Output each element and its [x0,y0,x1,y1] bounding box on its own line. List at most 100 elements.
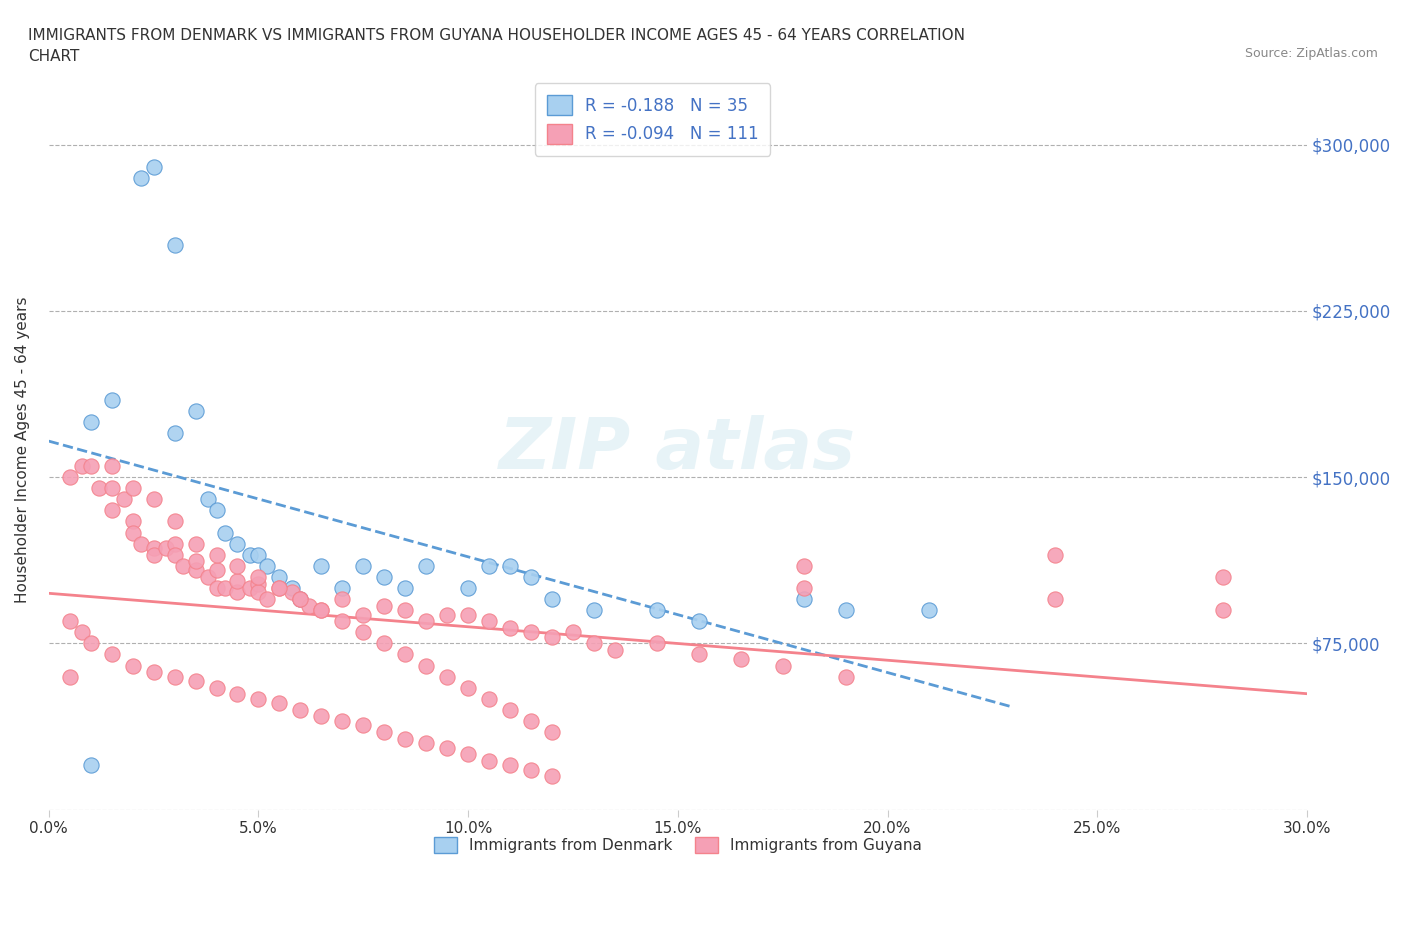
Point [562,625,585,640]
Point [80,458,103,473]
Point [142,160,165,175]
Point [269,580,291,595]
Point [1045,591,1067,606]
Point [184,563,207,578]
Point [352,607,374,622]
Point [247,547,270,562]
Point [436,740,458,755]
Point [214,580,236,595]
Point [226,687,249,702]
Point [311,603,333,618]
Point [373,598,395,613]
Point [112,492,135,507]
Point [499,558,522,573]
Point [214,525,236,540]
Legend: Immigrants from Denmark, Immigrants from Guyana: Immigrants from Denmark, Immigrants from… [427,831,928,859]
Point [415,558,437,573]
Point [269,569,291,584]
Point [311,603,333,618]
Point [499,620,522,635]
Point [163,425,186,440]
Point [121,525,143,540]
Y-axis label: Householder Income Ages 45 - 64 years: Householder Income Ages 45 - 64 years [15,297,30,603]
Point [352,558,374,573]
Point [205,503,228,518]
Point [269,580,291,595]
Point [290,591,312,606]
Point [247,569,270,584]
Point [197,569,219,584]
Point [256,591,278,606]
Point [281,585,304,600]
Point [100,647,122,662]
Point [311,558,333,573]
Point [1212,603,1234,618]
Point [205,680,228,695]
Point [155,540,177,555]
Point [121,514,143,529]
Point [226,574,249,589]
Point [100,458,122,473]
Point [730,651,752,666]
Point [197,492,219,507]
Point [772,658,794,673]
Point [298,598,321,613]
Point [142,540,165,555]
Text: IMMIGRANTS FROM DENMARK VS IMMIGRANTS FROM GUYANA HOUSEHOLDER INCOME AGES 45 - 6: IMMIGRANTS FROM DENMARK VS IMMIGRANTS FR… [28,28,965,64]
Point [330,614,353,629]
Point [184,404,207,418]
Point [205,580,228,595]
Point [478,614,501,629]
Point [330,713,353,728]
Point [142,492,165,507]
Point [541,591,564,606]
Point [163,514,186,529]
Point [688,614,710,629]
Point [793,558,815,573]
Point [281,580,304,595]
Point [793,591,815,606]
Point [142,665,165,680]
Point [80,636,103,651]
Point [457,607,479,622]
Point [226,558,249,573]
Point [394,603,416,618]
Point [1045,547,1067,562]
Point [269,696,291,711]
Point [163,237,186,252]
Point [373,724,395,739]
Point [239,580,262,595]
Point [184,537,207,551]
Point [205,547,228,562]
Point [520,713,543,728]
Point [247,585,270,600]
Point [520,625,543,640]
Point [457,580,479,595]
Point [121,481,143,496]
Point [72,625,94,640]
Point [394,647,416,662]
Point [129,170,152,185]
Point [80,758,103,773]
Point [163,537,186,551]
Point [330,591,353,606]
Point [205,563,228,578]
Text: Source: ZipAtlas.com: Source: ZipAtlas.com [1244,46,1378,60]
Point [163,670,186,684]
Point [290,591,312,606]
Point [121,658,143,673]
Point [290,702,312,717]
Point [582,636,605,651]
Point [457,747,479,762]
Text: ZIP atlas: ZIP atlas [499,415,856,484]
Point [436,670,458,684]
Point [247,576,270,591]
Point [72,458,94,473]
Point [499,758,522,773]
Point [603,643,626,658]
Point [100,481,122,496]
Point [226,537,249,551]
Point [352,718,374,733]
Point [478,558,501,573]
Point [478,691,501,706]
